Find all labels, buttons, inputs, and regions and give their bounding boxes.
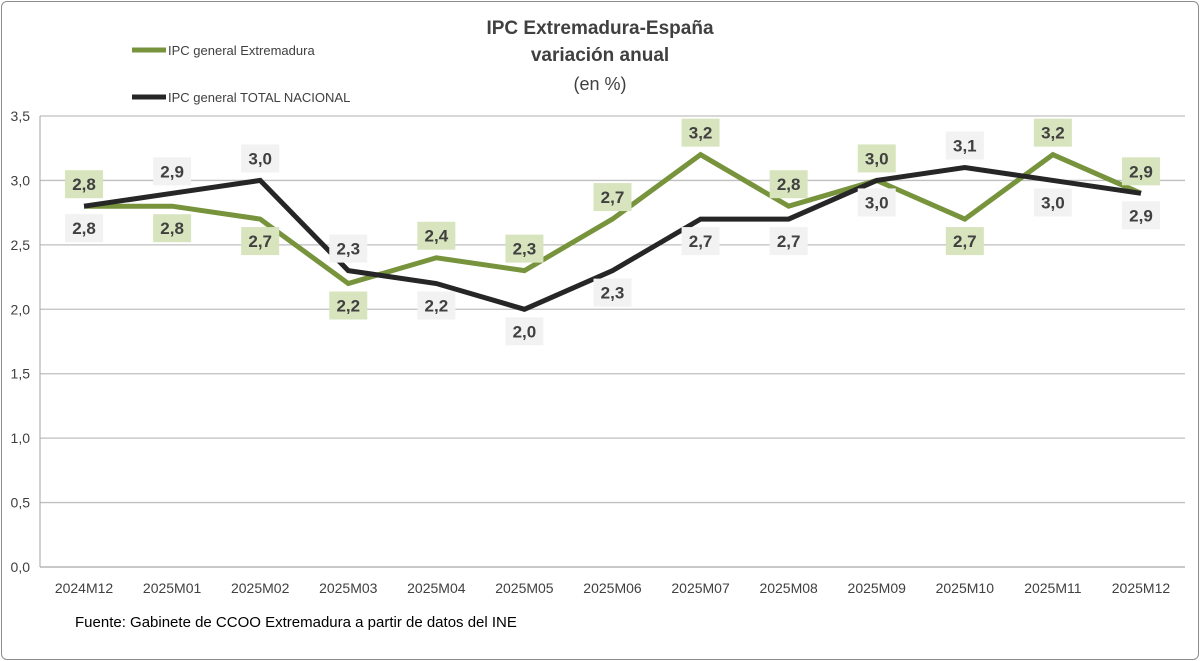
data-label-bg (417, 221, 456, 250)
data-label-bg (681, 227, 720, 256)
y-tick-label: 0,0 (11, 559, 31, 575)
data-label: 2,4 (425, 227, 449, 246)
data-label: 3,2 (1041, 124, 1065, 143)
chart-subtitle: variación anual (530, 45, 670, 66)
data-label-bg (505, 234, 544, 263)
data-label: 2,9 (1129, 162, 1153, 181)
data-label-bg (1033, 188, 1072, 217)
chart-unit-note: (en %) (573, 74, 627, 94)
x-tick-label: 2025M11 (1024, 580, 1082, 596)
data-label-bg (1121, 201, 1160, 230)
data-label-bg (153, 157, 192, 186)
x-tick-label: 2025M01 (143, 580, 202, 596)
data-label: 2,2 (336, 297, 360, 316)
data-label-bg (505, 317, 544, 346)
data-label: 3,1 (953, 137, 977, 156)
x-tick-label: 2025M07 (671, 580, 730, 596)
data-label-bg (769, 227, 808, 256)
data-label: 2,2 (425, 297, 449, 316)
data-label-bg (681, 118, 720, 147)
x-tick-label: 2025M06 (583, 580, 642, 596)
data-label-bg (329, 291, 368, 320)
data-label-bg (945, 227, 984, 256)
legend-label: IPC general TOTAL NACIONAL (168, 90, 350, 105)
data-label: 2,8 (160, 219, 184, 238)
data-label: 2,9 (1129, 206, 1153, 225)
y-tick-label: 2,0 (11, 301, 31, 317)
data-label: 2,3 (513, 240, 537, 259)
data-label: 2,9 (160, 162, 184, 181)
y-tick-label: 2,5 (11, 237, 31, 253)
x-tick-label: 2025M10 (936, 580, 995, 596)
data-label: 2,7 (953, 232, 977, 251)
x-tick-label: 2025M09 (848, 580, 907, 596)
data-label: 3,0 (1041, 193, 1065, 212)
chart-title: IPC Extremadura-España (486, 18, 714, 39)
data-label: 3,0 (865, 193, 889, 212)
data-label: 2,8 (72, 175, 96, 194)
data-label-bg (241, 144, 280, 173)
x-tick-label: 2025M08 (759, 580, 818, 596)
data-label-bg (593, 278, 632, 307)
data-label-bg (857, 188, 896, 217)
data-label: 2,8 (72, 219, 96, 238)
data-label-bg (1033, 118, 1072, 147)
x-tick-label: 2025M04 (407, 580, 466, 596)
series-line-nacional (83, 165, 1142, 312)
x-tick-label: 2025M02 (231, 580, 290, 596)
data-label-bg (329, 234, 368, 263)
x-tick-label: 2025M12 (1112, 580, 1171, 596)
data-label-bg (241, 227, 280, 256)
data-label-bg (593, 183, 632, 212)
data-label: 2,3 (601, 284, 625, 303)
data-label: 3,0 (248, 149, 272, 168)
data-label-bg (417, 291, 456, 320)
x-tick-label: 2024M12 (55, 580, 114, 596)
data-label: 3,2 (689, 124, 713, 143)
data-label: 2,7 (777, 232, 801, 251)
y-tick-label: 3,0 (11, 172, 31, 188)
data-label: 2,7 (689, 232, 713, 251)
data-label-bg (769, 170, 808, 199)
data-label-bg (65, 214, 104, 243)
data-label: 2,7 (248, 232, 272, 251)
data-label-bg (1121, 157, 1160, 186)
x-tick-label: 2025M03 (319, 580, 378, 596)
data-label-bg (65, 170, 104, 199)
data-label: 3,0 (865, 149, 889, 168)
y-tick-label: 0,5 (11, 495, 31, 511)
data-label-bg (153, 214, 192, 243)
y-tick-label: 3,5 (11, 108, 31, 124)
data-label: 2,7 (601, 188, 625, 207)
data-label-bg (945, 131, 984, 160)
data-label: 2,0 (513, 322, 537, 341)
y-tick-label: 1,0 (11, 430, 31, 446)
source-note: Fuente: Gabinete de CCOO Extremadura a p… (75, 614, 517, 631)
x-tick-label: 2025M05 (495, 580, 554, 596)
data-label: 2,8 (777, 175, 801, 194)
series-line-extremadura (84, 151, 1142, 287)
data-label: 2,3 (336, 240, 360, 259)
y-tick-label: 1,5 (11, 366, 31, 382)
legend-label: IPC general Extremadura (168, 43, 315, 58)
data-label-bg (857, 144, 896, 173)
